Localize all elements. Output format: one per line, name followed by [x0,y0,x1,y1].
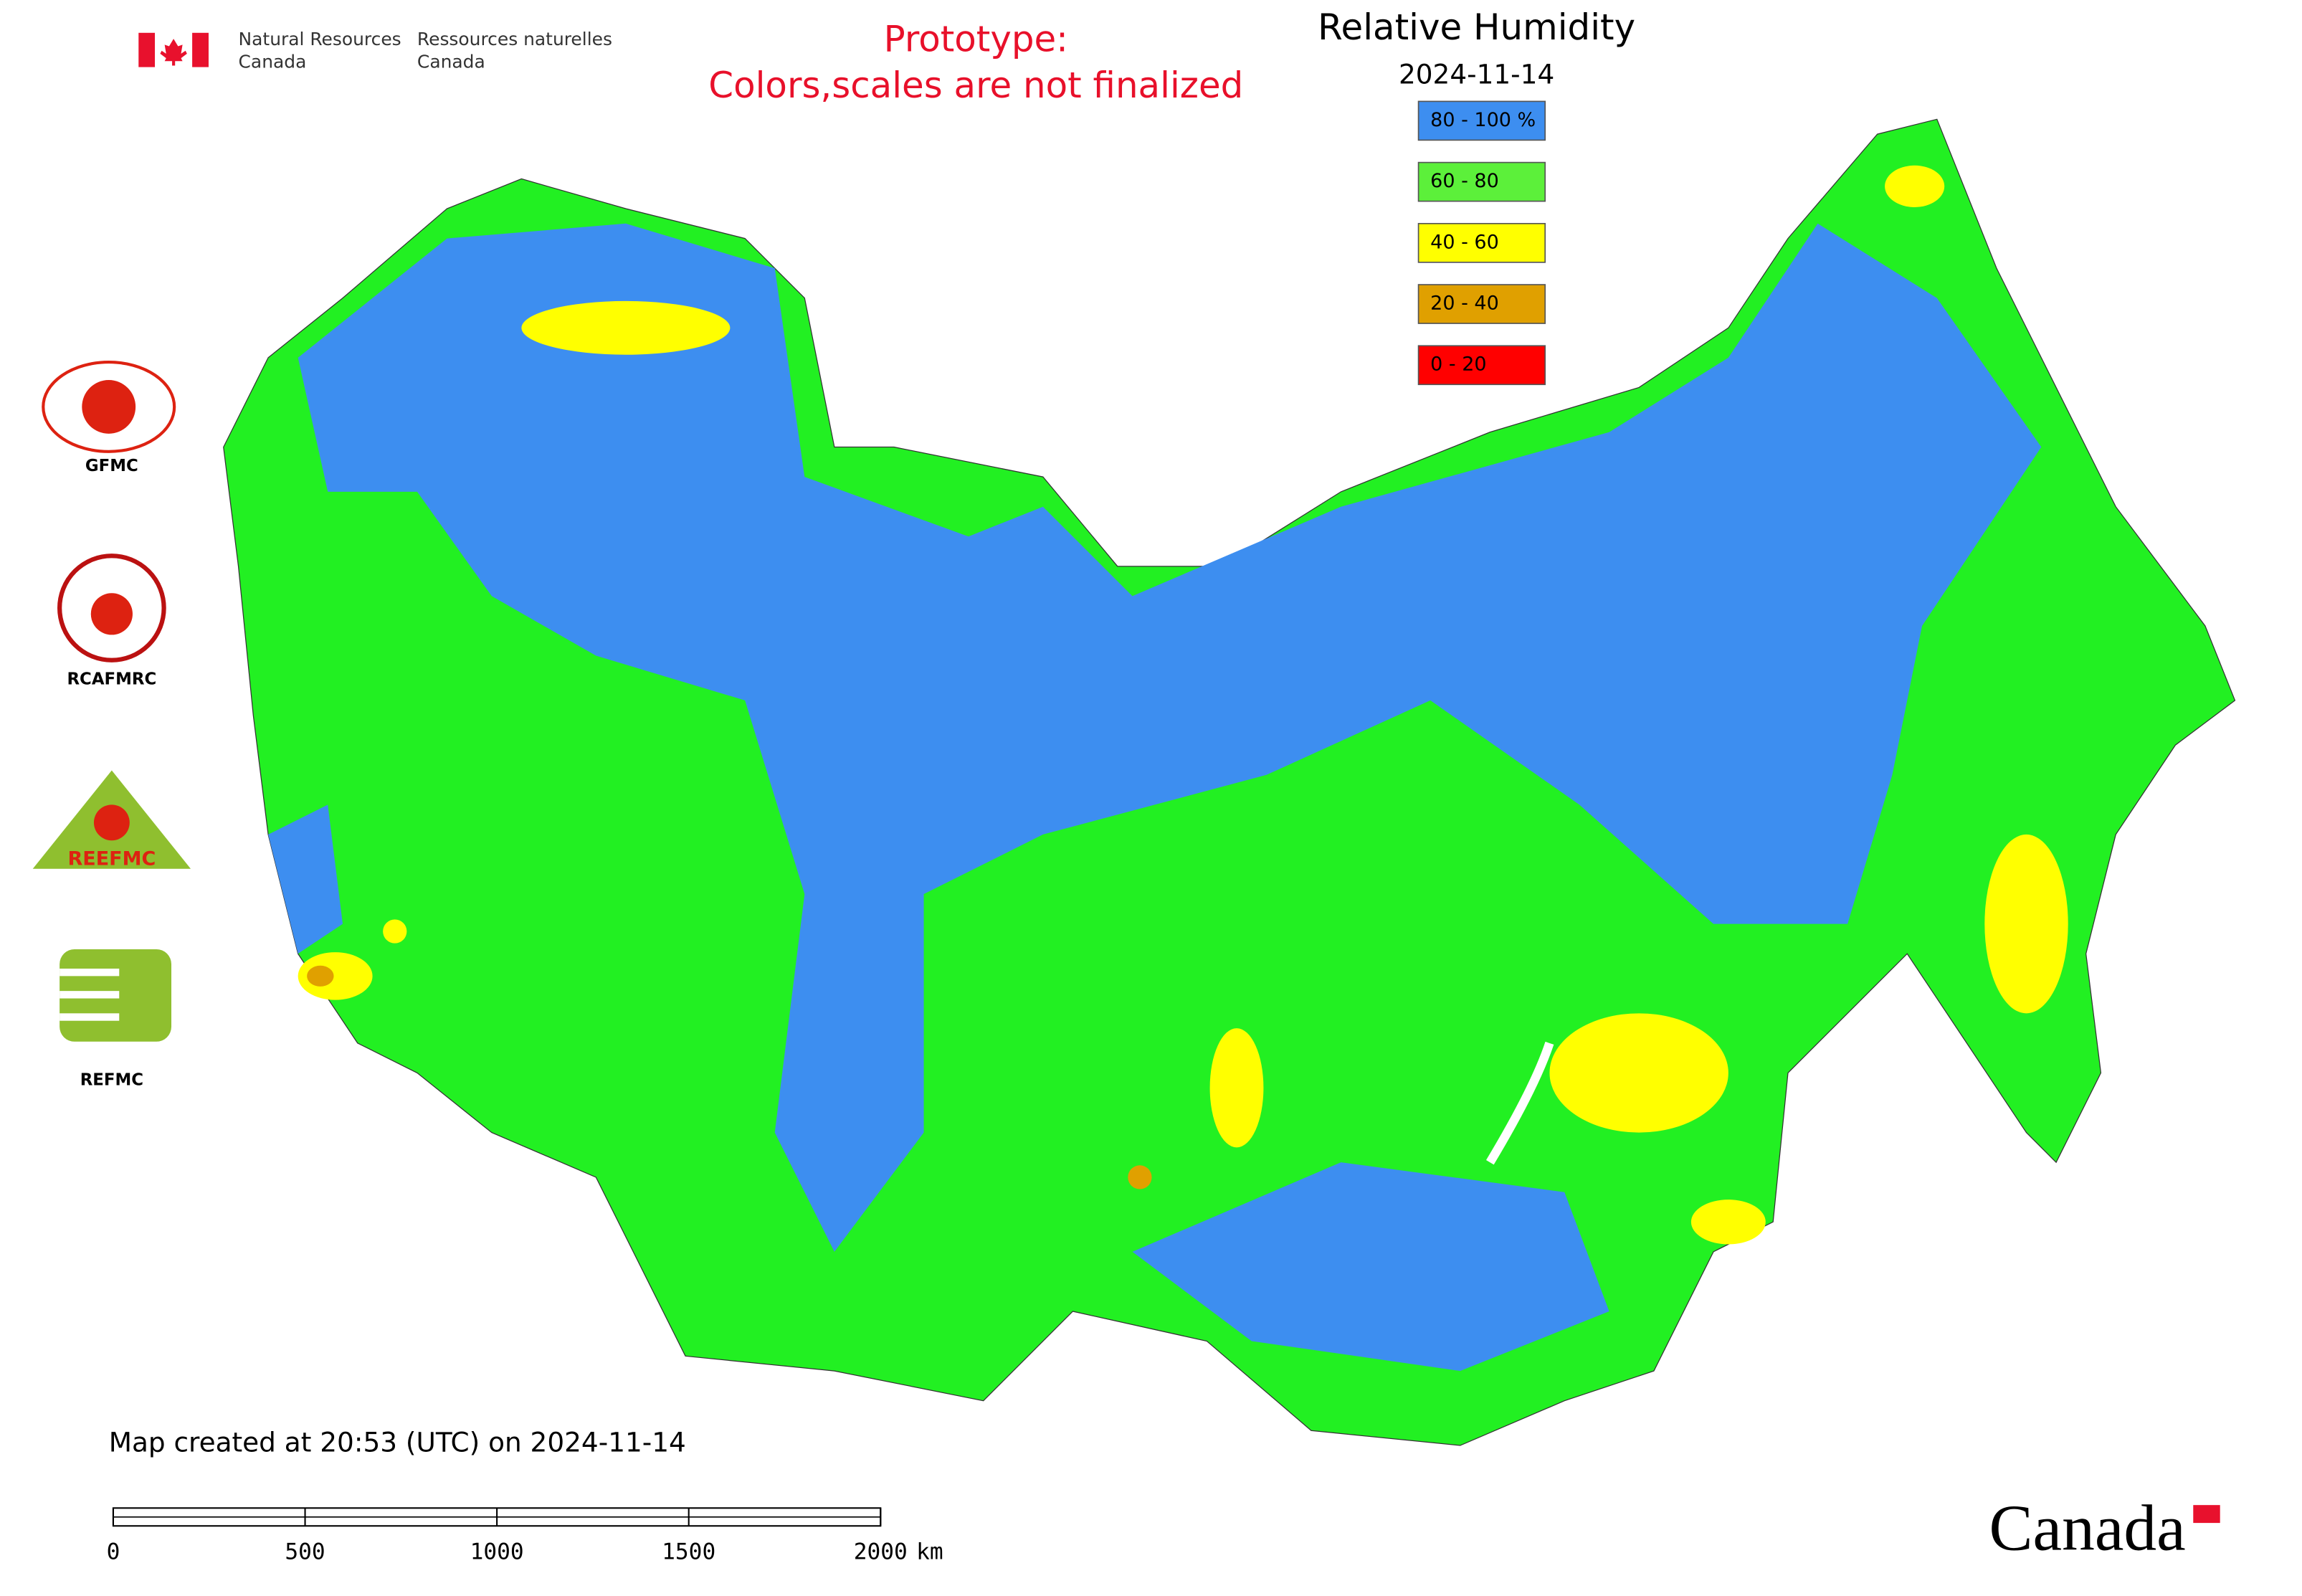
scale-label: 1000 [470,1539,524,1565]
logo-gfmc [42,361,176,453]
created-note: Map created at 20:53 (UTC) on 2024-11-14 [109,1426,686,1458]
legend-swatch [1417,284,1546,324]
scale-label: 2000 [854,1539,908,1565]
legend-label: 0 - 20 [1430,353,1486,376]
legend-label: 60 - 80 [1430,170,1499,192]
legend-swatch [1417,222,1546,263]
agency-en: Natural Resources [239,29,401,49]
canada-wordmark: Canada [1989,1492,2186,1564]
legend-label: 20 - 40 [1430,293,1499,315]
agency-fr: Ressources naturelles [417,29,612,49]
logo-label: GFMC [85,457,138,475]
notice: Colors,scales are not finalized [708,65,1243,106]
legend-label: 80 - 100 % [1430,109,1536,131]
scale-label: 1500 [662,1539,715,1565]
logo-label: RCAFMRC [67,670,156,688]
scale-label: 0 [107,1539,120,1565]
map-date: 2024-11-14 [1399,59,1554,90]
logo-label: REEFMC [67,848,156,870]
legend-swatch [1417,345,1546,386]
logo-rcafmrc [57,554,166,662]
logo-reefmc [32,770,191,869]
map-title: Relative Humidity [1318,6,1635,48]
legend-label: 40 - 60 [1430,231,1499,253]
logo-label: REFMC [80,1070,143,1089]
logo-refmc [60,949,172,1042]
scale-label: 500 [285,1539,325,1565]
map-land [223,118,2236,1446]
notice: Prototype: [884,19,1068,60]
wordmark-flag [2193,1505,2220,1524]
agency-en: Canada [239,51,307,72]
canada-flag [138,32,209,67]
legend-swatch [1417,100,1546,141]
scale-unit: km [916,1539,943,1565]
agency-fr: Canada [417,51,485,72]
legend-swatch [1417,161,1546,202]
